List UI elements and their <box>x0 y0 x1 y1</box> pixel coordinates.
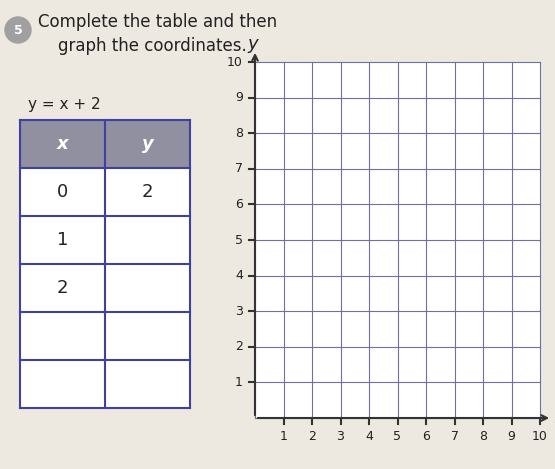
Text: 3: 3 <box>336 430 345 442</box>
Text: y: y <box>248 35 258 53</box>
Text: 5: 5 <box>14 23 22 37</box>
Text: graph the coordinates.: graph the coordinates. <box>58 37 247 55</box>
Text: 10: 10 <box>532 430 548 442</box>
Text: 3: 3 <box>235 305 243 318</box>
Text: 9: 9 <box>235 91 243 104</box>
Text: 9: 9 <box>508 430 516 442</box>
Text: 6: 6 <box>235 198 243 211</box>
Text: 8: 8 <box>479 430 487 442</box>
Text: 8: 8 <box>235 127 243 140</box>
Text: 0: 0 <box>57 183 68 201</box>
Text: 5: 5 <box>393 430 401 442</box>
Text: x: x <box>57 135 68 153</box>
Text: y: y <box>142 135 153 153</box>
Text: 7: 7 <box>235 162 243 175</box>
Bar <box>255 62 540 418</box>
Text: 2: 2 <box>235 340 243 353</box>
Text: 4: 4 <box>365 430 373 442</box>
Text: 4: 4 <box>235 269 243 282</box>
Text: 1: 1 <box>280 430 287 442</box>
Text: y = x + 2: y = x + 2 <box>28 98 100 113</box>
Text: Complete the table and then: Complete the table and then <box>38 13 277 31</box>
Text: 10: 10 <box>227 55 243 68</box>
Text: 2: 2 <box>142 183 153 201</box>
Text: 1: 1 <box>57 231 68 249</box>
Text: 1: 1 <box>235 376 243 389</box>
Text: 5: 5 <box>235 234 243 247</box>
Text: 7: 7 <box>451 430 458 442</box>
Circle shape <box>5 17 31 43</box>
Text: 2: 2 <box>308 430 316 442</box>
Bar <box>20 168 190 408</box>
Text: 6: 6 <box>422 430 430 442</box>
Text: 2: 2 <box>57 279 68 297</box>
Bar <box>20 120 190 168</box>
